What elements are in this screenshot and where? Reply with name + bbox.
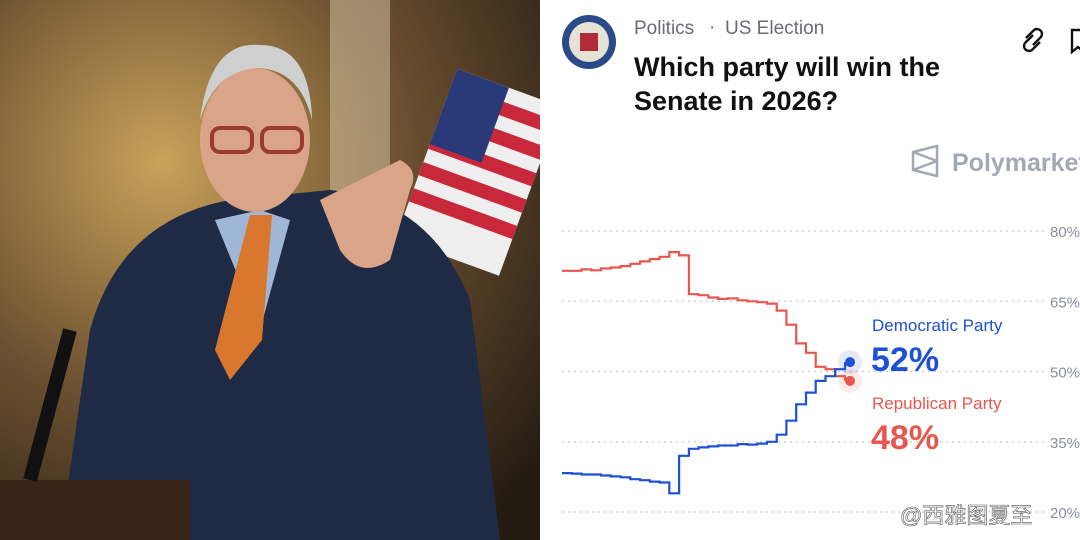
breadcrumb[interactable]: Politics	[634, 18, 694, 39]
toolbar[interactable]	[1022, 27, 1080, 55]
series-line	[562, 362, 847, 495]
photo	[0, 0, 561, 540]
y-tick-label: 50%	[1050, 365, 1080, 382]
value-label: 48%	[871, 419, 939, 457]
chart-title: Which party will win the Senate in 2026?	[634, 52, 940, 116]
y-tick-label: 65%	[1050, 294, 1080, 311]
y-tick-label: 35%	[1050, 435, 1080, 452]
series-line	[562, 251, 847, 381]
y-tick-label: 80%	[1050, 224, 1080, 241]
panel	[540, 0, 1080, 540]
end-point	[845, 357, 855, 368]
legend-label: Republican Party	[872, 394, 1002, 413]
svg-text:·: ·	[709, 17, 715, 38]
brand-name: Polymarket	[952, 149, 1080, 177]
y-tick-label: 20%	[1050, 505, 1080, 522]
watermark: @西雅图夏至	[900, 503, 1032, 528]
end-point	[845, 375, 855, 386]
breadcrumb[interactable]: US Election	[725, 18, 824, 39]
legend-label: Democratic Party	[872, 316, 1003, 335]
value-label: 52%	[871, 341, 939, 379]
brand: Polymarket	[911, 144, 1080, 178]
